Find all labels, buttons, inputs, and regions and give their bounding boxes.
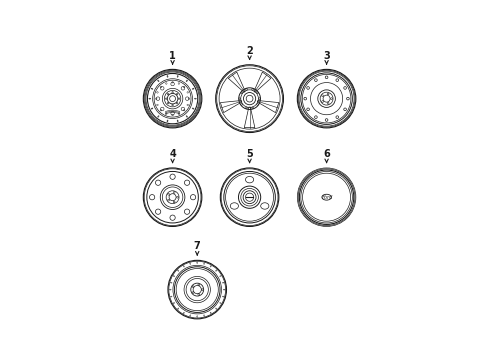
Text: 4: 4 [169,149,176,159]
Text: 1: 1 [169,50,176,60]
Text: 5: 5 [246,149,253,159]
Text: 2: 2 [246,46,253,56]
Text: 3: 3 [323,50,330,60]
Text: 7: 7 [194,242,200,252]
Text: Ford: Ford [321,195,332,200]
Text: 6: 6 [323,149,330,159]
